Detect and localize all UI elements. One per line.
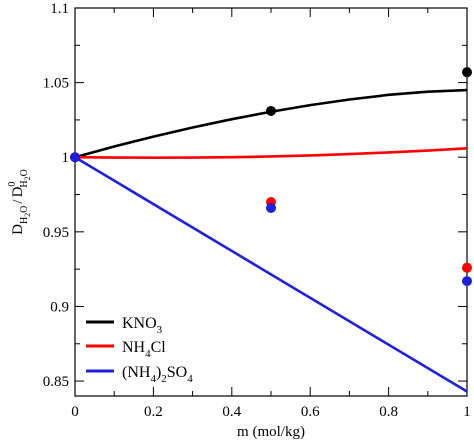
x-tick-label: 0.2 xyxy=(144,404,163,420)
x-axis-label: m (mol/kg) xyxy=(237,424,305,440)
y-tick-label: 0.95 xyxy=(43,225,69,241)
y-label-ref-sub2: 2 xyxy=(23,176,32,180)
y-label-main: D xyxy=(10,224,26,235)
legend-label-nh4cl: NH4Cl xyxy=(122,339,166,360)
y-tick-label: 1 xyxy=(62,150,70,166)
legend-entry-kno3: KNO3 xyxy=(86,315,163,336)
legend: KNO3 NH4Cl (NH4)2SO4 xyxy=(86,315,193,385)
y-tick-label: 0.85 xyxy=(43,374,69,390)
data-point-2 xyxy=(462,276,472,287)
legend-label-nh42so4: (NH4)2SO4 xyxy=(122,364,193,385)
y-tick-label: 1.1 xyxy=(50,1,69,17)
x-tick-label: 1 xyxy=(463,404,471,420)
series-line-2 xyxy=(74,156,468,393)
y-label-ref-sub3: O xyxy=(19,169,30,176)
legend-entry-nh42so4: (NH4)2SO4 xyxy=(86,364,193,385)
series-line-1 xyxy=(74,146,468,159)
y-label-main-sub: H xyxy=(19,217,30,224)
y-tick-label: 0.9 xyxy=(50,299,69,315)
y-label-main-sub2: 2 xyxy=(23,213,32,217)
x-tick-label: 0 xyxy=(71,404,79,420)
data-point-2 xyxy=(266,202,276,213)
y-axis-label: DH2O/D0H2O xyxy=(7,169,32,235)
data-point-0 xyxy=(462,67,472,78)
legend-entry-nh4cl: NH4Cl xyxy=(86,339,166,360)
data-point-0 xyxy=(266,105,276,116)
data-point-2 xyxy=(70,152,80,163)
x-tick-label: 0.4 xyxy=(222,404,241,420)
data-point-1 xyxy=(462,262,472,273)
y-tick-labels: 0.85 0.9 0.95 1 1.05 1.1 xyxy=(43,1,69,390)
y-tick-label: 1.05 xyxy=(43,76,69,92)
y-label-ref-sub: H xyxy=(19,180,30,187)
legend-label-kno3: KNO3 xyxy=(122,315,163,336)
series-points xyxy=(70,67,472,287)
x-tick-label: 0.6 xyxy=(301,404,320,420)
y-label-ref: D xyxy=(10,186,26,197)
x-tick-labels: 0 0.2 0.4 0.6 0.8 1 xyxy=(71,404,471,420)
series-line-0 xyxy=(74,88,468,159)
axis-ticks xyxy=(74,7,468,396)
y-label-ref-sup: 0 xyxy=(7,182,18,187)
y-label-main-sub3: O xyxy=(19,206,30,213)
plot-area xyxy=(70,67,472,393)
x-tick-label: 0.8 xyxy=(379,404,398,420)
y-label-slash: / xyxy=(10,199,26,204)
